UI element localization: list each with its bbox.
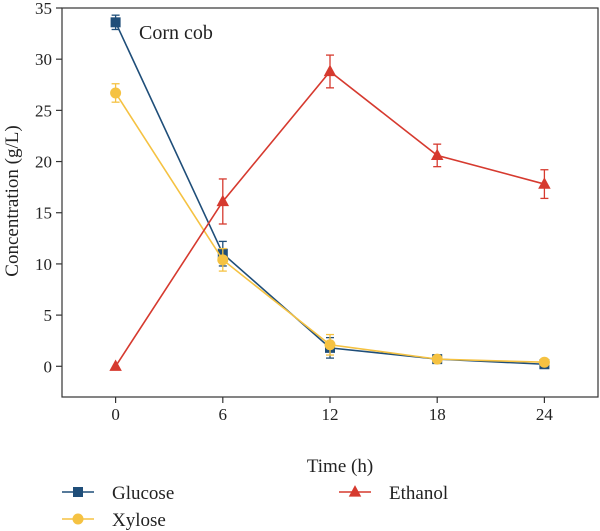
legend-label-glucose: Glucose [112, 483, 174, 504]
y-tick-label: 35 [35, 0, 52, 18]
ethanol-point [430, 148, 444, 161]
xylose-point [217, 254, 229, 266]
series-ethanol [109, 54, 551, 371]
legend: Glucose Xylose Ethanol [62, 483, 448, 531]
legend-item-glucose: Glucose [62, 483, 174, 504]
ethanol-point [216, 194, 230, 207]
legend-marker-glucose [73, 487, 83, 497]
glucose-point [110, 17, 121, 28]
xylose-point [110, 87, 122, 99]
ethanol-point [323, 64, 337, 77]
y-tick-label: 15 [35, 204, 52, 223]
ethanol-point [538, 177, 551, 189]
y-tick-label: 0 [44, 357, 53, 376]
legend-marker-ethanol [348, 485, 362, 497]
y-axis-title: Concentration (g/L) [2, 125, 23, 276]
ticks: 0 6 12 18 24 0 5 10 15 20 25 30 35 [35, 0, 553, 424]
x-tick-label: 24 [536, 405, 554, 424]
x-tick-label: 12 [322, 405, 339, 424]
xylose-point [431, 353, 443, 365]
ethanol-point [109, 359, 122, 371]
y-tick-label: 20 [35, 153, 52, 172]
y-tick-label: 5 [44, 306, 53, 325]
chart-annotation: Corn cob [139, 22, 213, 44]
x-tick-label: 18 [429, 405, 446, 424]
series-xylose [110, 83, 550, 368]
x-axis-title: Time (h) [307, 456, 373, 477]
x-tick-label: 0 [111, 405, 120, 424]
xylose-point [324, 339, 336, 351]
xylose-line [114, 92, 545, 363]
legend-marker-xylose [72, 513, 84, 525]
x-tick-label: 6 [219, 405, 228, 424]
y-tick-label: 30 [35, 50, 52, 69]
ethanol-line [114, 70, 545, 367]
y-tick-label: 25 [35, 101, 52, 120]
xylose-point [538, 356, 550, 368]
legend-item-ethanol: Ethanol [339, 483, 448, 504]
legend-label-ethanol: Ethanol [389, 483, 448, 504]
legend-label-xylose: Xylose [112, 510, 166, 531]
legend-item-xylose: Xylose [62, 510, 166, 531]
series-group [109, 14, 551, 371]
y-tick-label: 10 [35, 255, 52, 274]
